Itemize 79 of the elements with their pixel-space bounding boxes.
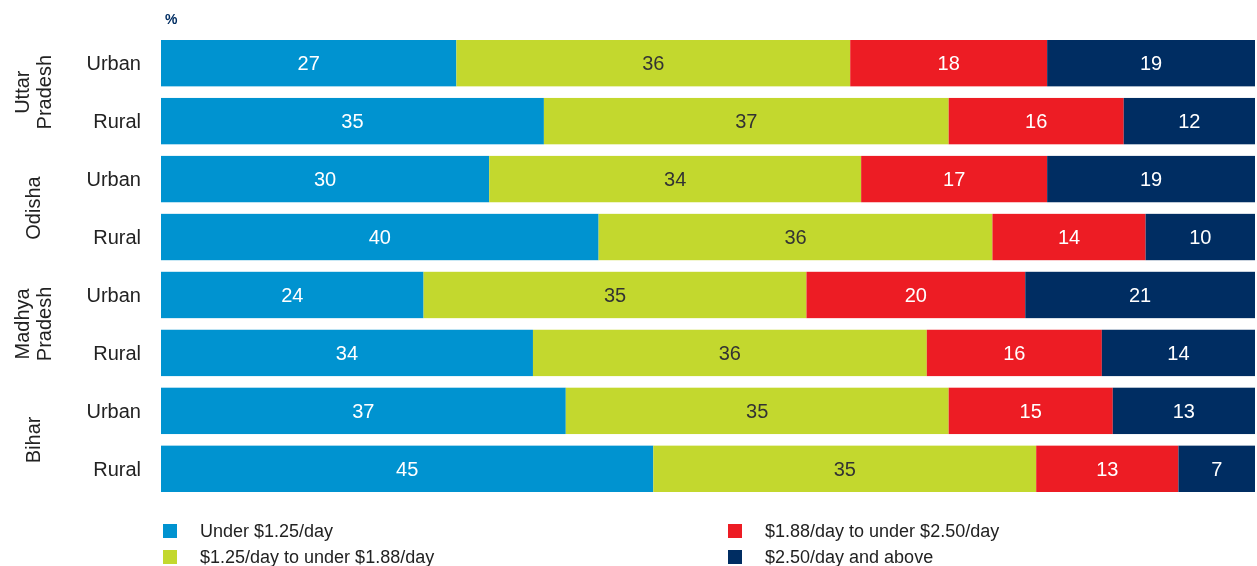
bar [992,213,1146,261]
data-label: 16 [1025,110,1048,133]
data-label: 40 [368,226,391,249]
bar [565,387,949,435]
bar [1036,445,1179,492]
bar [456,40,851,87]
bar [161,155,490,203]
bar [161,97,544,145]
bar [861,155,1048,203]
data-label: 13 [1096,457,1119,480]
bar [1112,387,1255,435]
x-axis-title: % [165,11,178,27]
data-label: 19 [1139,52,1163,75]
data-label: 34 [335,341,359,364]
bar [1178,445,1255,492]
bar [489,155,862,203]
legend-label: Under $1.25/day [200,521,334,542]
data-label: 35 [603,283,627,306]
data-label: 35 [746,399,769,422]
data-label: 27 [297,52,320,75]
data-label: 30 [313,168,337,191]
bar [161,213,599,261]
data-label: 45 [396,457,419,480]
bar [926,329,1102,377]
bar [653,445,1037,492]
y-tick-label: Rural [93,110,141,133]
data-label: 35 [833,457,856,480]
bar [543,97,949,145]
data-label: 35 [341,110,364,133]
data-label: 15 [1019,399,1042,422]
bar [1047,155,1255,203]
y-tick-label: Urban [86,52,141,75]
bar [598,213,993,261]
bar [161,387,566,435]
bar [806,271,1026,319]
y-tick-label: Rural [93,457,141,480]
bar [1123,97,1255,145]
data-label: 7 [1211,457,1223,480]
bar [423,271,807,319]
data-label: 24 [281,283,304,306]
text: Uttar Pradesh [11,54,55,130]
bar [948,387,1113,435]
data-label: 34 [664,168,687,191]
data-label: 36 [784,226,807,249]
y-tick-label: Rural [93,226,141,249]
bar [161,329,533,377]
y-tick-label: Urban [86,399,141,422]
text: Odisha [22,175,44,240]
data-label: 12 [1178,110,1201,133]
data-label: 36 [718,341,742,364]
bar [161,271,424,319]
data-label: 14 [1057,226,1081,249]
data-label: 21 [1129,283,1152,306]
data-label: 20 [904,283,927,306]
bar [1047,40,1255,87]
bar [850,40,1048,87]
text: Madhya Pradesh [11,286,55,362]
data-label: 37 [352,399,375,422]
data-label: 14 [1167,341,1190,364]
bar [161,40,457,87]
y-tick-label: Urban [86,283,141,306]
bar [1025,271,1255,319]
data-label: 19 [1139,168,1163,191]
bar [532,329,927,377]
data-label: 18 [937,52,960,75]
bar [161,445,654,492]
data-label: 36 [642,52,665,75]
data-label: 17 [943,168,966,191]
bar [1101,329,1255,377]
bar [1145,213,1255,261]
data-label: 13 [1172,399,1196,422]
data-label: 16 [1003,341,1026,364]
y-tick-label: Urban [86,168,141,191]
legend-label: $1.88/day to under $2.50/day [765,521,1000,542]
data-label: 37 [735,110,758,133]
bar [948,97,1124,145]
y-tick-label: Rural [93,341,141,364]
text: Bihar [22,416,44,464]
data-label: 10 [1189,226,1212,249]
